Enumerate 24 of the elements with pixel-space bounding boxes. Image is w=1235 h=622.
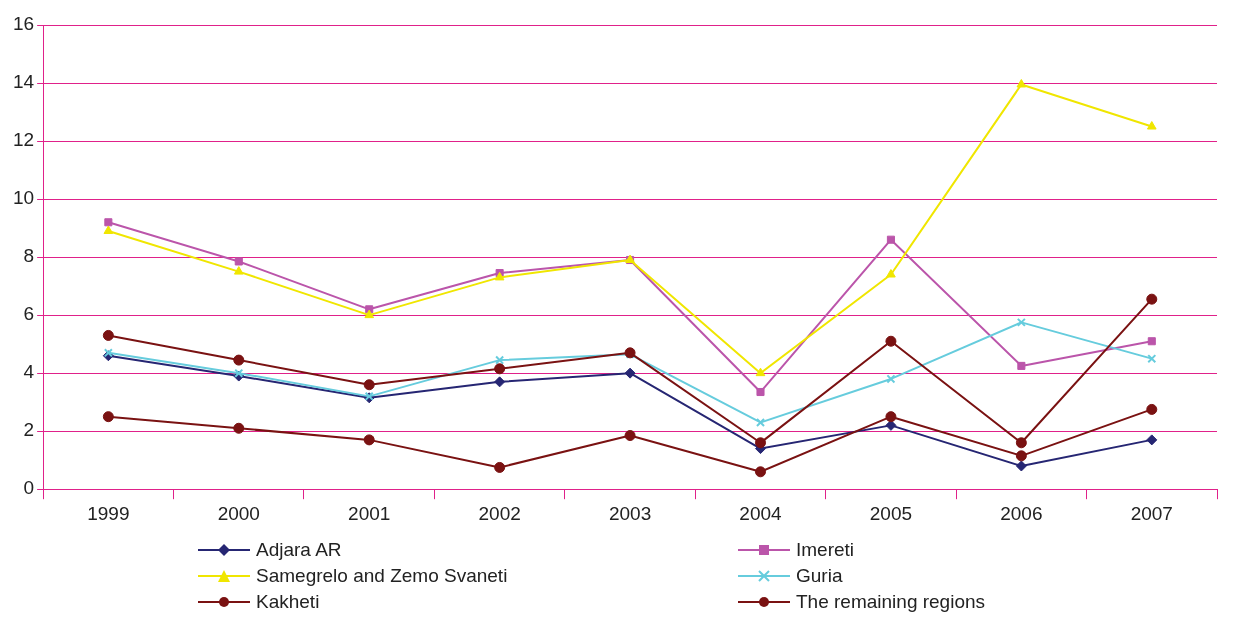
x-tick-label: 2002	[478, 502, 521, 524]
x-tick-label: 2000	[217, 502, 260, 524]
y-tick-label: 2	[23, 419, 35, 441]
x-tick-label: 1999	[87, 502, 130, 524]
x-tick-label: 2005	[869, 502, 913, 524]
y-tick-label: 6	[23, 303, 35, 325]
x-tick-label: 2006	[1000, 502, 1043, 524]
legend-label: Guria	[796, 565, 843, 587]
x-tick-label: 2004	[739, 502, 783, 524]
x-tick-label: 2007	[1130, 502, 1173, 524]
x-tick-label: 2001	[348, 502, 391, 524]
y-tick-label: 4	[23, 361, 35, 383]
legend-label: Imereti	[796, 539, 855, 561]
x-tick-label: 2003	[608, 502, 652, 524]
y-tick-label: 16	[12, 13, 35, 35]
legend-label: Kakheti	[256, 591, 320, 613]
y-tick-label: 8	[23, 245, 35, 267]
legend-label: The remaining regions	[796, 591, 986, 613]
legend-label: Samegrelo and Zemo Svaneti	[256, 565, 508, 587]
y-tick-label: 12	[12, 129, 35, 151]
y-tick-label: 0	[23, 477, 35, 499]
legend-label: Adjara AR	[256, 539, 342, 561]
y-tick-label: 14	[12, 71, 35, 93]
y-tick-label: 10	[12, 187, 35, 209]
